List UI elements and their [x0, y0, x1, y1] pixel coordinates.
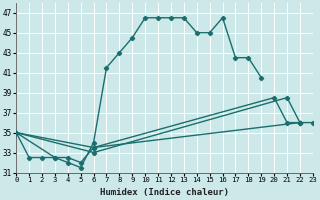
X-axis label: Humidex (Indice chaleur): Humidex (Indice chaleur): [100, 188, 229, 197]
